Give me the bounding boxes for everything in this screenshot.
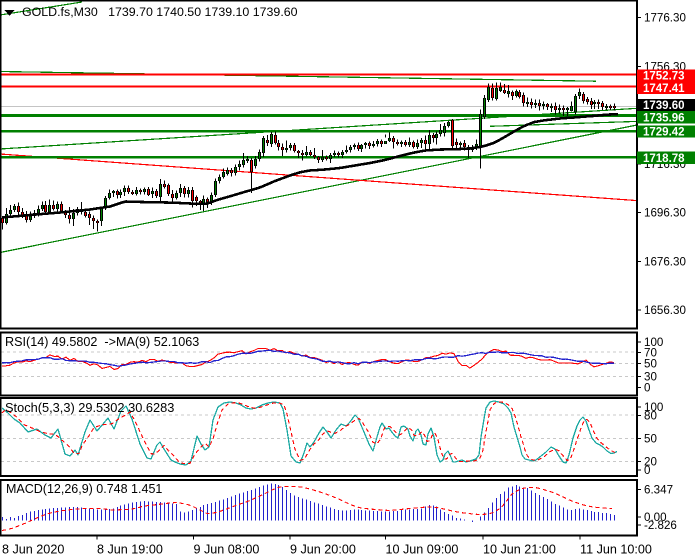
svg-text:6.347: 6.347	[644, 483, 673, 496]
svg-text:0.00: 0.00	[644, 511, 667, 524]
svg-text:1718.78: 1718.78	[643, 153, 685, 165]
svg-text:9 Jun 20:00: 9 Jun 20:00	[290, 543, 356, 557]
svg-text:1696.30: 1696.30	[644, 207, 686, 220]
svg-text:Stoch(5,3,3) 29.5302 30.6283: Stoch(5,3,3) 29.5302 30.6283	[5, 400, 174, 415]
svg-text:1739.60: 1739.60	[643, 100, 685, 112]
svg-text:9 Jun 08:00: 9 Jun 08:00	[194, 543, 260, 557]
svg-text:RSI(14) 49.5802 ->MA(9) 52.10: RSI(14) 49.5802 ->MA(9) 52.1063	[5, 335, 199, 349]
svg-text:10 Jun 21:00: 10 Jun 21:00	[483, 543, 556, 557]
svg-text:0: 0	[644, 382, 650, 395]
svg-text:1735.96: 1735.96	[643, 113, 685, 125]
svg-text:10 Jun 09:00: 10 Jun 09:00	[386, 543, 459, 557]
svg-text:100: 100	[644, 401, 663, 414]
svg-text:GOLD.fs,M30 1739.70 1740.50: GOLD.fs,M30 1739.70 1740.50 1739.10 1739…	[22, 5, 298, 19]
svg-text:11 Jun 10:00: 11 Jun 10:00	[580, 543, 652, 557]
svg-text:20: 20	[644, 456, 657, 469]
svg-text:1676.30: 1676.30	[644, 255, 686, 268]
svg-text:1729.42: 1729.42	[643, 127, 685, 139]
svg-text:50: 50	[644, 358, 657, 371]
svg-text:30: 30	[644, 371, 657, 384]
svg-text:1752.73: 1752.73	[643, 71, 685, 83]
svg-text:100: 100	[644, 336, 663, 349]
svg-text:1747.41: 1747.41	[643, 83, 685, 95]
svg-text:80: 80	[644, 410, 657, 423]
svg-text:-2.826: -2.826	[644, 519, 677, 532]
svg-text:8 Jun 19:00: 8 Jun 19:00	[97, 543, 163, 557]
svg-text:1776.30: 1776.30	[644, 12, 686, 25]
svg-text:MACD(12,26,9) 0.748 1.451: MACD(12,26,9) 0.748 1.451	[6, 482, 162, 496]
svg-text:70: 70	[644, 347, 657, 360]
svg-text:8 Jun 2020: 8 Jun 2020	[2, 543, 64, 557]
svg-text:50: 50	[644, 433, 657, 446]
svg-text:0: 0	[644, 464, 650, 477]
svg-text:1656.30: 1656.30	[644, 304, 686, 317]
